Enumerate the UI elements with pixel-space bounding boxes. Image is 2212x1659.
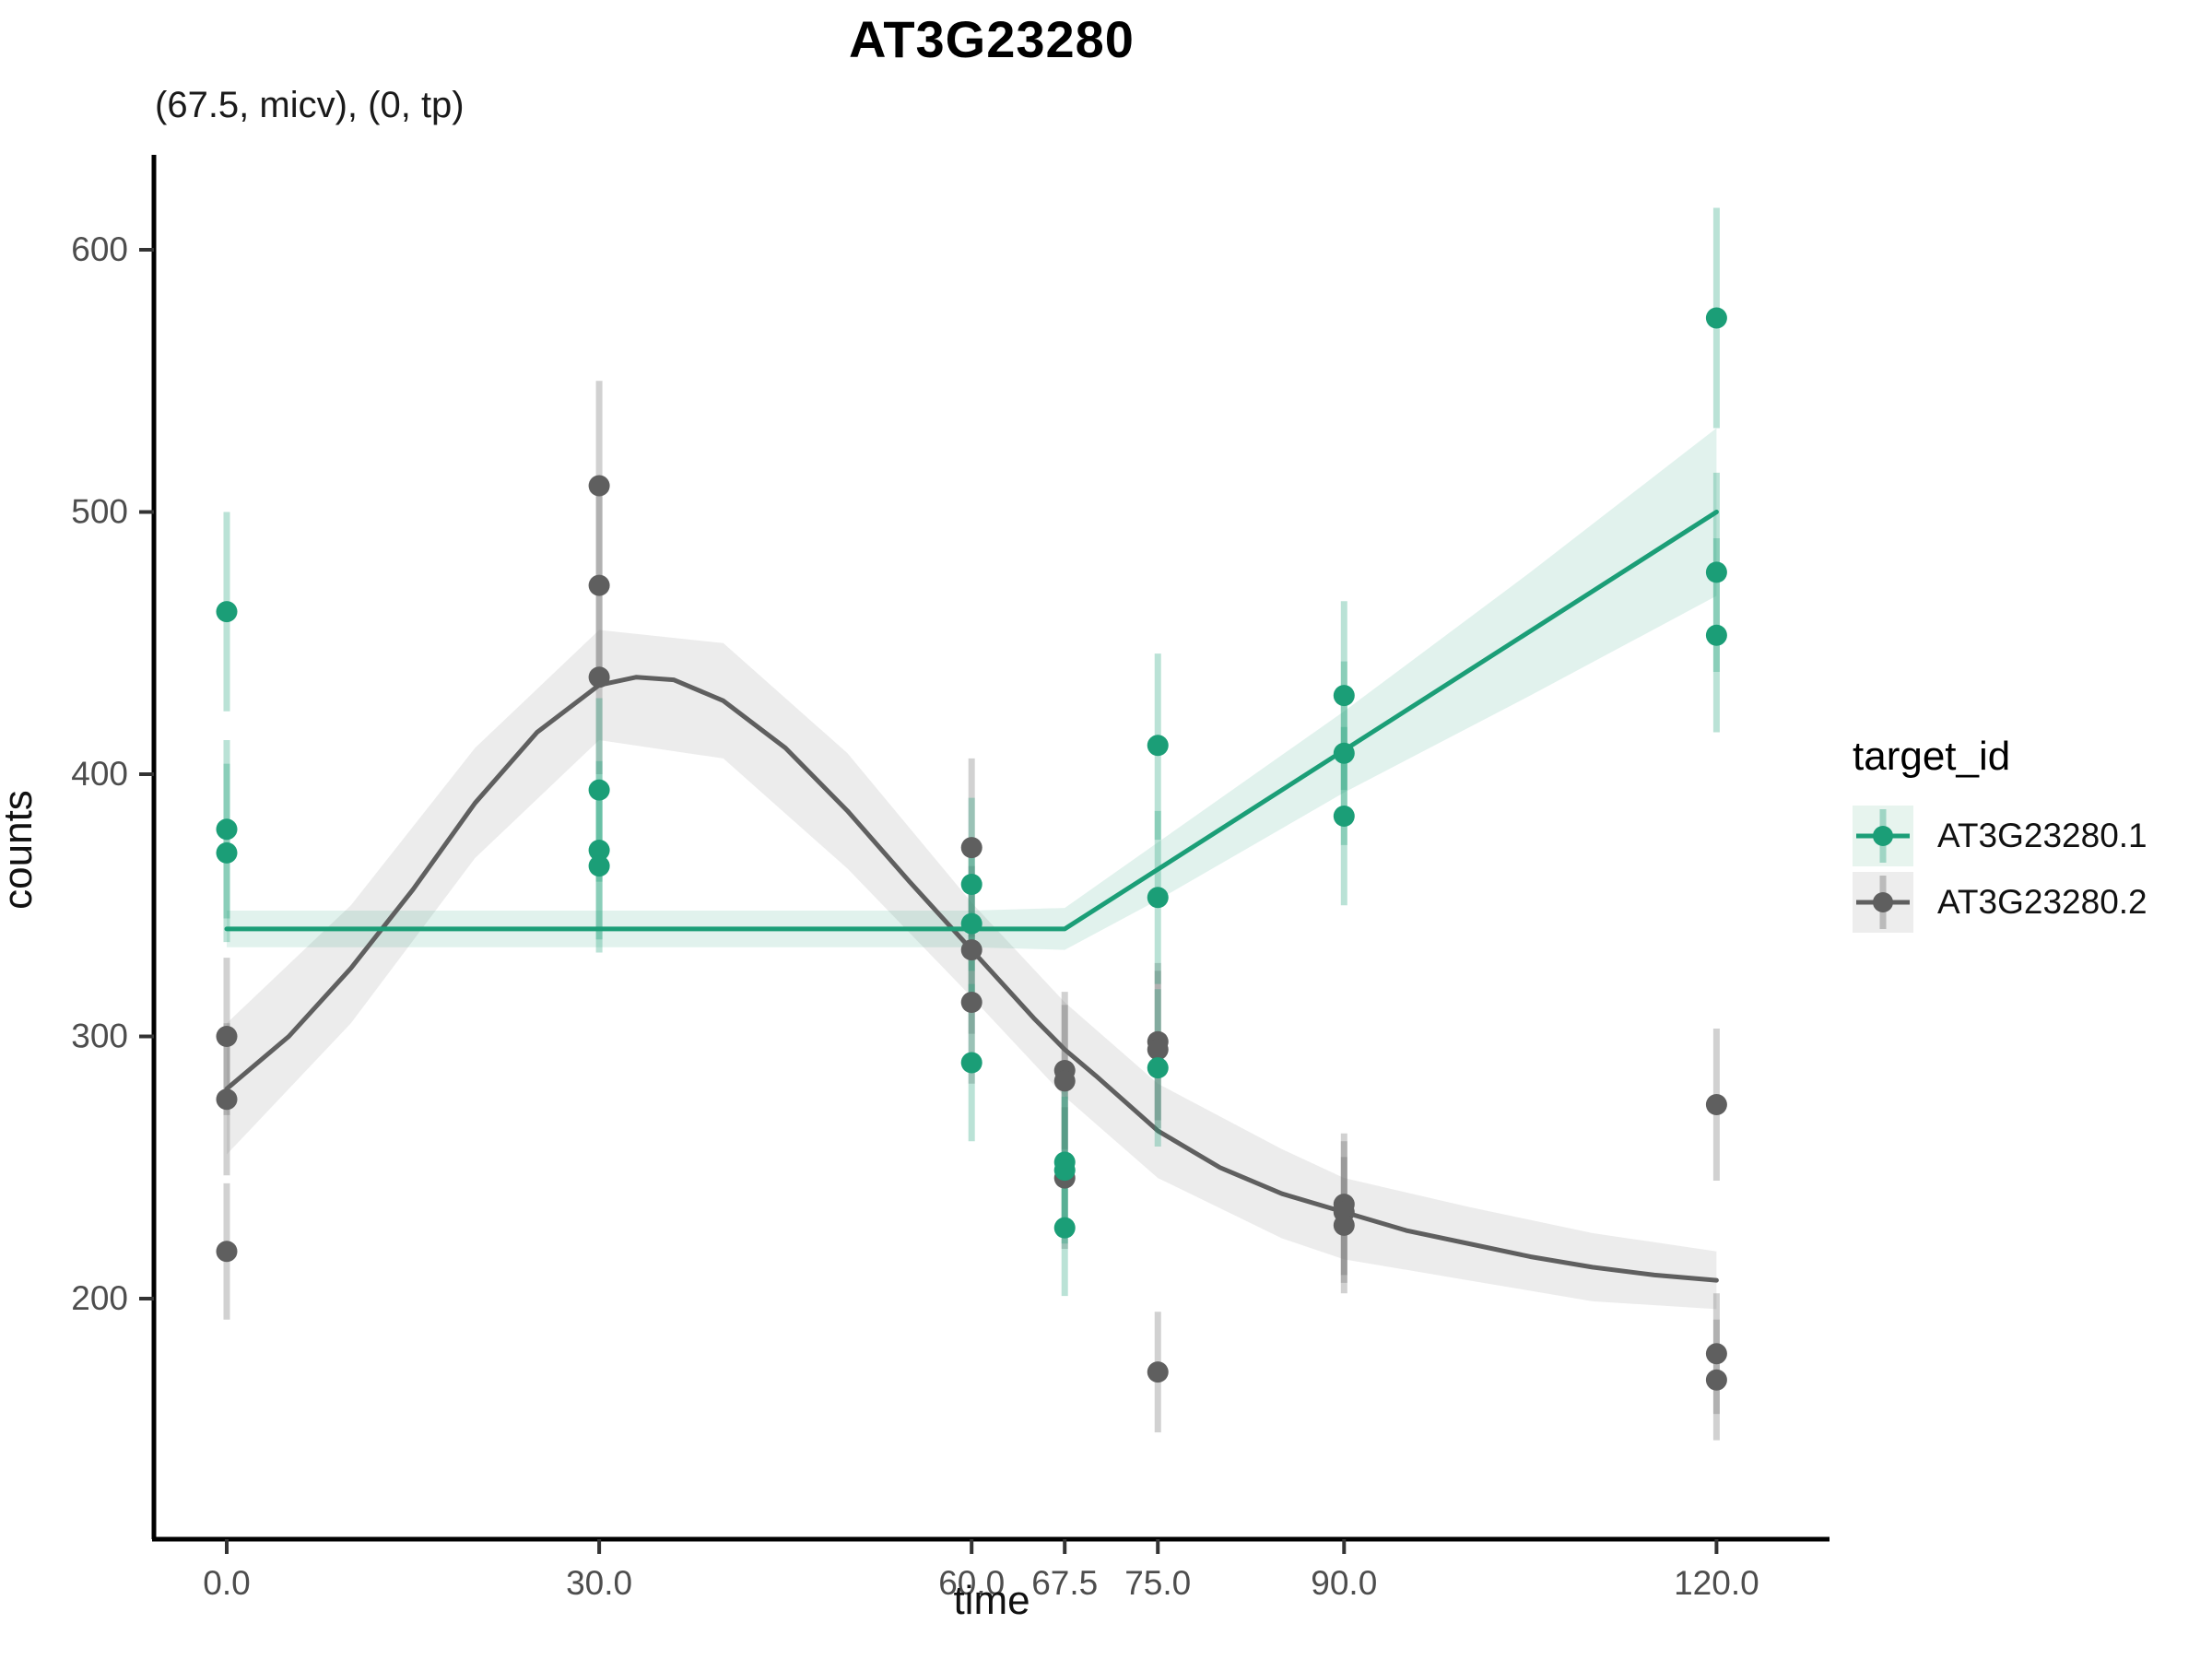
- confidence-ribbon-AT3G23280.2: [227, 629, 1717, 1310]
- data-point-AT3G23280.1: [1705, 307, 1727, 329]
- y-tick-label: 300: [71, 1018, 128, 1055]
- data-point-AT3G23280.2: [588, 666, 610, 688]
- data-point-AT3G23280.1: [1333, 742, 1355, 764]
- data-point-AT3G23280.1: [588, 840, 610, 862]
- y-tick-label: 500: [71, 493, 128, 531]
- data-point-AT3G23280.1: [960, 873, 982, 895]
- data-point-AT3G23280.1: [216, 818, 238, 841]
- data-point-AT3G23280.1: [1147, 735, 1169, 757]
- legend-title: target_id: [1853, 734, 2011, 779]
- x-axis-title: time: [953, 1578, 1030, 1623]
- data-point-AT3G23280.1: [588, 779, 610, 801]
- data-point-AT3G23280.2: [1053, 1070, 1076, 1092]
- data-point-AT3G23280.2: [1705, 1343, 1727, 1365]
- x-tick-label: 90.0: [1311, 1564, 1377, 1602]
- x-tick-label: 30.0: [566, 1564, 632, 1602]
- data-point-AT3G23280.1: [960, 1052, 982, 1074]
- legend-key-series2-icon: [1853, 872, 1913, 933]
- data-point-AT3G23280.1: [1053, 1217, 1076, 1239]
- data-point-AT3G23280.2: [588, 574, 610, 596]
- confidence-ribbon-AT3G23280.1: [227, 428, 1717, 950]
- data-point-AT3G23280.2: [1333, 1214, 1355, 1236]
- legend-entry: AT3G23280.1: [1853, 806, 2203, 866]
- chart-title: AT3G23280: [849, 10, 1135, 68]
- data-point-AT3G23280.2: [588, 475, 610, 497]
- y-axis-title: counts: [0, 790, 41, 910]
- x-tick-label: 67.5: [1031, 1564, 1098, 1602]
- x-tick-label: 60.0: [938, 1564, 1005, 1602]
- y-tick-label: 400: [71, 755, 128, 793]
- data-point-AT3G23280.1: [1053, 1159, 1076, 1182]
- data-point-AT3G23280.1: [588, 855, 610, 877]
- legend-label-series2: AT3G23280.2: [1937, 883, 2147, 921]
- data-point-AT3G23280.2: [1705, 1093, 1727, 1115]
- data-point-AT3G23280.1: [216, 601, 238, 623]
- legend-key-series1-icon: [1853, 806, 1913, 866]
- data-point-AT3G23280.1: [1705, 624, 1727, 646]
- legend-entry: AT3G23280.2: [1853, 872, 2203, 933]
- data-point-AT3G23280.2: [960, 837, 982, 859]
- data-point-AT3G23280.2: [960, 939, 982, 961]
- data-point-AT3G23280.1: [216, 841, 238, 864]
- data-point-AT3G23280.1: [1147, 887, 1169, 909]
- data-point-AT3G23280.1: [1705, 561, 1727, 583]
- y-tick-label: 600: [71, 230, 128, 268]
- data-point-AT3G23280.2: [1147, 1039, 1169, 1061]
- data-point-AT3G23280.2: [1147, 1361, 1169, 1383]
- data-point-AT3G23280.2: [216, 1026, 238, 1047]
- legend: target_id AT3G23280.1 AT3G23280.2: [1853, 734, 2203, 938]
- x-tick-label: 120.0: [1674, 1564, 1759, 1602]
- data-point-AT3G23280.2: [1705, 1369, 1727, 1391]
- chart-subtitle: (67.5, micv), (0, tp): [155, 85, 465, 125]
- x-tick-label: 0.0: [203, 1564, 250, 1602]
- x-tick-label: 75.0: [1124, 1564, 1191, 1602]
- data-point-AT3G23280.1: [1333, 685, 1355, 707]
- data-point-AT3G23280.2: [216, 1241, 238, 1263]
- trend-line-AT3G23280.1: [224, 510, 1719, 932]
- data-point-AT3G23280.1: [1147, 1057, 1169, 1079]
- data-point-AT3G23280.1: [960, 912, 982, 935]
- data-point-AT3G23280.2: [216, 1088, 238, 1111]
- legend-label-series1: AT3G23280.1: [1937, 817, 2147, 854]
- y-tick-label: 200: [71, 1279, 128, 1317]
- data-point-AT3G23280.1: [1333, 806, 1355, 828]
- data-point-AT3G23280.2: [960, 992, 982, 1014]
